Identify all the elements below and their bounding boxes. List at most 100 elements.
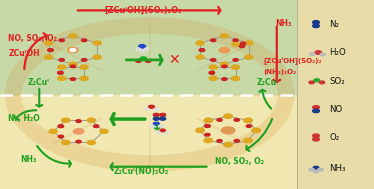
Circle shape bbox=[58, 71, 63, 74]
Circle shape bbox=[70, 49, 76, 52]
Circle shape bbox=[196, 128, 204, 132]
Circle shape bbox=[209, 71, 214, 74]
Circle shape bbox=[196, 128, 204, 132]
Circle shape bbox=[58, 71, 63, 74]
Circle shape bbox=[313, 138, 319, 141]
Circle shape bbox=[232, 76, 240, 81]
Text: N₂, H₂O: N₂, H₂O bbox=[8, 114, 40, 123]
Circle shape bbox=[82, 39, 87, 42]
Circle shape bbox=[145, 60, 151, 62]
Circle shape bbox=[224, 143, 232, 147]
Circle shape bbox=[246, 125, 251, 127]
Circle shape bbox=[252, 128, 260, 132]
Circle shape bbox=[217, 139, 222, 142]
Circle shape bbox=[313, 106, 319, 109]
Circle shape bbox=[154, 108, 159, 110]
Circle shape bbox=[59, 59, 64, 61]
Circle shape bbox=[313, 109, 319, 113]
Circle shape bbox=[196, 41, 204, 45]
Circle shape bbox=[93, 41, 101, 45]
Circle shape bbox=[233, 59, 238, 61]
Circle shape bbox=[165, 132, 169, 134]
Circle shape bbox=[209, 65, 217, 69]
Text: [ZCuᴵOH](SO₂)₂O₂: [ZCuᴵOH](SO₂)₂O₂ bbox=[105, 6, 182, 15]
Circle shape bbox=[199, 49, 205, 51]
Circle shape bbox=[140, 57, 147, 60]
Circle shape bbox=[244, 118, 252, 122]
Circle shape bbox=[220, 34, 229, 38]
Circle shape bbox=[160, 129, 165, 132]
Circle shape bbox=[224, 114, 232, 118]
Circle shape bbox=[318, 168, 323, 171]
Circle shape bbox=[217, 119, 222, 121]
Text: NH₃: NH₃ bbox=[329, 164, 346, 173]
Circle shape bbox=[205, 125, 210, 127]
Bar bbox=[0, 94, 297, 189]
Circle shape bbox=[58, 65, 66, 69]
Circle shape bbox=[70, 78, 76, 81]
Circle shape bbox=[68, 47, 78, 53]
Circle shape bbox=[49, 129, 57, 133]
Circle shape bbox=[315, 51, 322, 54]
Circle shape bbox=[314, 79, 320, 82]
Circle shape bbox=[45, 55, 53, 59]
Circle shape bbox=[58, 125, 64, 128]
Text: (NH₃)₂O₂: (NH₃)₂O₂ bbox=[264, 69, 297, 75]
Circle shape bbox=[76, 120, 81, 122]
Text: Z₂Cuᴵ(NO)₂O₂: Z₂Cuᴵ(NO)₂O₂ bbox=[114, 167, 169, 177]
Circle shape bbox=[93, 55, 101, 59]
Circle shape bbox=[211, 39, 216, 42]
Circle shape bbox=[76, 140, 81, 143]
Circle shape bbox=[252, 128, 260, 132]
Text: SO₂: SO₂ bbox=[329, 77, 345, 86]
Bar bbox=[0, 0, 297, 94]
Circle shape bbox=[320, 53, 325, 56]
Circle shape bbox=[319, 81, 325, 84]
Circle shape bbox=[157, 132, 160, 134]
Circle shape bbox=[48, 49, 53, 51]
Circle shape bbox=[209, 71, 214, 74]
Circle shape bbox=[48, 49, 53, 51]
Circle shape bbox=[204, 118, 212, 122]
Circle shape bbox=[221, 127, 235, 134]
Circle shape bbox=[232, 43, 239, 46]
Circle shape bbox=[45, 41, 53, 45]
Circle shape bbox=[87, 140, 95, 145]
Text: O₂: O₂ bbox=[329, 133, 339, 143]
Circle shape bbox=[80, 76, 88, 81]
Circle shape bbox=[69, 62, 77, 66]
Circle shape bbox=[58, 76, 66, 81]
Circle shape bbox=[204, 138, 212, 143]
Circle shape bbox=[160, 117, 166, 120]
Circle shape bbox=[222, 65, 227, 68]
Circle shape bbox=[310, 53, 315, 55]
Circle shape bbox=[62, 140, 70, 145]
Circle shape bbox=[313, 134, 319, 137]
Circle shape bbox=[224, 143, 232, 147]
Circle shape bbox=[145, 108, 149, 110]
Circle shape bbox=[160, 113, 166, 116]
Circle shape bbox=[224, 114, 232, 118]
Circle shape bbox=[70, 65, 76, 68]
Circle shape bbox=[153, 117, 159, 120]
Circle shape bbox=[309, 81, 314, 84]
Circle shape bbox=[219, 47, 230, 53]
Circle shape bbox=[140, 50, 144, 52]
Circle shape bbox=[205, 125, 210, 127]
Text: NO, SO₂, O₂: NO, SO₂, O₂ bbox=[8, 34, 57, 43]
Circle shape bbox=[234, 119, 239, 121]
Circle shape bbox=[100, 129, 108, 133]
Circle shape bbox=[94, 125, 99, 128]
Circle shape bbox=[159, 125, 163, 127]
Circle shape bbox=[313, 21, 319, 24]
Text: H₂O: H₂O bbox=[329, 48, 346, 57]
Text: NH₃: NH₃ bbox=[21, 155, 37, 164]
Text: NH₃: NH₃ bbox=[275, 19, 291, 28]
Circle shape bbox=[211, 59, 216, 61]
Circle shape bbox=[58, 135, 64, 138]
Circle shape bbox=[245, 41, 253, 45]
Circle shape bbox=[136, 60, 141, 62]
Circle shape bbox=[234, 139, 239, 142]
Circle shape bbox=[148, 105, 154, 108]
Circle shape bbox=[313, 170, 319, 173]
